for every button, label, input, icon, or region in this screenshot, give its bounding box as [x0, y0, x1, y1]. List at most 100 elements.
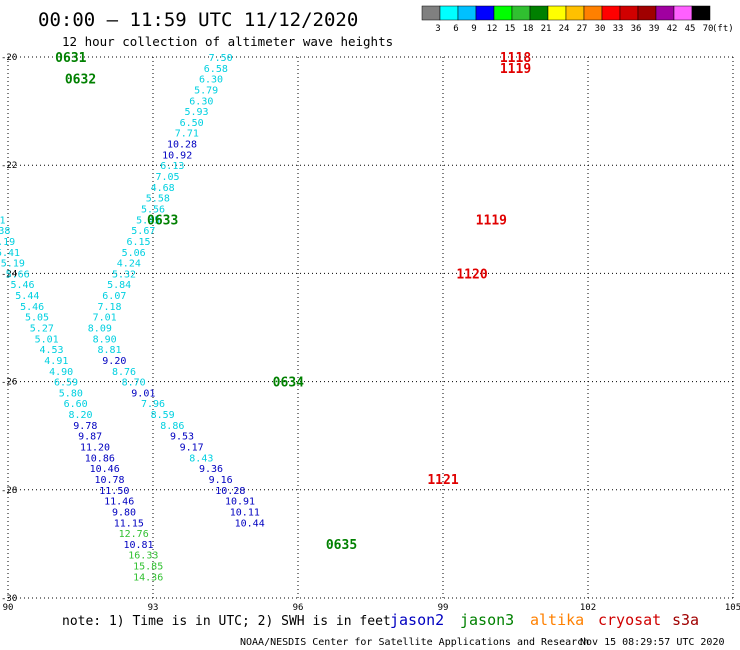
data-point-label: 5.32: [112, 269, 136, 280]
data-point-label: 11.50: [99, 486, 129, 497]
y-tick-label: -20: [1, 53, 17, 63]
data-point-label: 8.90: [93, 334, 117, 345]
satellite-legend-s3a: s3a: [672, 611, 699, 629]
data-point-label: 10.86: [85, 453, 115, 464]
legend-tick: 9: [471, 24, 476, 34]
data-point-label: 5.93: [184, 107, 208, 118]
legend-swatch: [619, 5, 639, 21]
data-point-label: 5.56: [141, 204, 165, 215]
legend-swatch: [511, 5, 531, 21]
legend-swatch: [601, 5, 621, 21]
data-point-label: 6.58: [204, 64, 228, 75]
legend-tick: 33: [613, 24, 624, 34]
data-point-label: 4.91: [44, 356, 68, 367]
data-point-label: 8.09: [88, 324, 112, 335]
legend-tick: 70: [703, 24, 714, 34]
data-point-label: 5.67: [131, 226, 155, 237]
data-point-label: 8.81: [97, 345, 121, 356]
data-point-label: 5.45: [136, 215, 160, 226]
data-point-label: 11.15: [114, 518, 144, 529]
data-point-label: 5.01: [35, 334, 59, 345]
data-point-label: 10.11: [230, 507, 260, 518]
data-point-label: 7.05: [155, 172, 179, 183]
wave-height-points: 4.615.184.755.014.775.345.085.786.473.94…: [0, 53, 265, 583]
legend-tick: 18: [523, 24, 534, 34]
data-point-label: 5.05: [25, 313, 49, 324]
legend-unit: (ft): [712, 24, 734, 34]
satellite-legend: jason2 jason3 altika cryosat s3a: [390, 611, 699, 629]
data-point-label: 5.27: [30, 324, 54, 335]
time-label: 1120: [456, 267, 487, 282]
data-point-label: 8.70: [122, 378, 146, 389]
time-label: 1119: [500, 62, 531, 77]
legend-tick: 6: [453, 24, 458, 34]
data-point-label: 5.41: [0, 248, 20, 259]
legend-swatch: [691, 5, 711, 21]
legend-swatch: [565, 5, 585, 21]
timestamp-text: Nov 15 08:29:57 UTC 2020: [580, 637, 725, 648]
data-point-label: 4.68: [151, 183, 175, 194]
data-point-label: 9.01: [131, 388, 155, 399]
legend-swatch: [637, 5, 657, 21]
legend-swatch: [421, 5, 441, 21]
legend-tick: 21: [541, 24, 552, 34]
x-tick-label: 102: [580, 603, 596, 613]
time-label: 1118: [500, 51, 531, 66]
legend-swatch: [547, 5, 567, 21]
data-point-label: 7.71: [175, 129, 199, 140]
data-point-label: 9.78: [73, 421, 97, 432]
legend-swatch: [457, 5, 477, 21]
data-point-label: 6.59: [54, 378, 78, 389]
data-point-label: 8.86: [160, 421, 184, 432]
data-point-label: 4.91: [0, 215, 6, 226]
data-point-label: 9.53: [170, 432, 194, 443]
x-tick-label: 96: [293, 603, 304, 613]
y-tick-label: -28: [1, 486, 17, 496]
data-point-label: 10.91: [225, 497, 255, 508]
data-point-label: 9.16: [209, 475, 233, 486]
data-point-label: 6.38: [0, 226, 10, 237]
legend-swatch: [493, 5, 513, 21]
data-point-label: 5.46: [20, 302, 44, 313]
data-point-label: 11.20: [80, 443, 110, 454]
legend-swatch: [655, 5, 675, 21]
data-point-label: 5.58: [146, 194, 170, 205]
satellite-legend-jason3: jason3: [460, 611, 514, 629]
data-point-label: 6.30: [189, 96, 213, 107]
data-point-label: 5.66: [6, 269, 30, 280]
data-point-label: 5.79: [194, 85, 218, 96]
data-point-label: 7.96: [141, 399, 165, 410]
color-scale-legend: 3 6 9 12 15 18 21 24 27 30 33 36 39 42 45 70(ft): [421, 5, 734, 34]
data-point-label: 14.36: [133, 572, 163, 583]
data-point-label: 9.36: [199, 464, 223, 475]
satellite-legend-altika: altika: [530, 611, 584, 629]
data-point-label: 7.50: [209, 53, 233, 64]
data-point-label: 12.76: [119, 529, 149, 540]
data-point-label: 6.07: [102, 291, 126, 302]
data-point-label: 5.80: [59, 388, 83, 399]
data-point-label: 8.76: [112, 367, 136, 378]
data-point-label: 6.50: [180, 118, 204, 129]
time-label: 0634: [273, 376, 304, 391]
x-tick-label: 93: [148, 603, 159, 613]
data-point-label: 10.44: [235, 518, 265, 529]
legend-tick: 36: [631, 24, 642, 34]
data-point-label: 6.30: [199, 75, 223, 86]
data-point-label: 4.53: [39, 345, 63, 356]
legend-swatch: [529, 5, 549, 21]
data-point-label: 8.59: [151, 410, 175, 421]
data-point-label: 11.46: [104, 497, 134, 508]
data-point-label: 8.20: [68, 410, 92, 421]
data-point-label: 9.20: [102, 356, 126, 367]
data-point-label: 10.46: [90, 464, 120, 475]
data-point-label: 6.19: [0, 237, 15, 248]
data-point-label: 10.81: [123, 540, 153, 551]
data-point-label: 5.06: [122, 248, 146, 259]
legend-tick: 24: [559, 24, 570, 34]
data-point-label: 5.44: [15, 291, 39, 302]
y-tick-label: -22: [1, 161, 17, 171]
data-point-label: 8.43: [189, 453, 213, 464]
time-label: 1121: [427, 473, 458, 488]
data-point-label: 6.13: [0, 204, 1, 215]
data-point-label: 9.17: [180, 443, 204, 454]
